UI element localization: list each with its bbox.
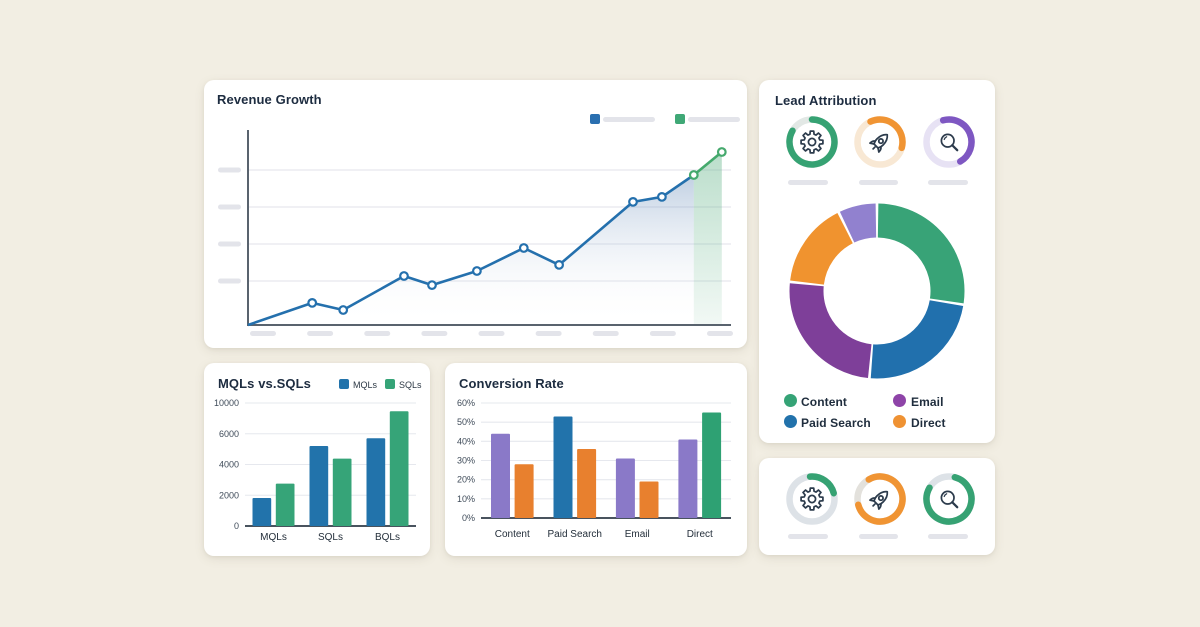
svg-text:Paid Search: Paid Search: [548, 529, 602, 540]
magnifier-icon: [936, 486, 962, 512]
ring-label-placeholder: [928, 534, 968, 539]
svg-text:20%: 20%: [457, 475, 475, 485]
svg-text:Content: Content: [495, 529, 530, 540]
rocket-icon: [867, 129, 893, 155]
progress-ring-magnifier: [922, 116, 975, 168]
ring-label-placeholder: [859, 534, 898, 539]
legend-dot-email: [893, 394, 906, 407]
svg-text:Direct: Direct: [687, 529, 713, 540]
mql-card-title: MQLs vs.SQLs: [218, 376, 311, 391]
legend-label-direct: Direct: [911, 416, 946, 430]
mqls-bar-chart: 10000 6000 4000 2000 0 MQLs SQLs BQLs: [214, 398, 416, 543]
revenue-card-title: Revenue Growth: [217, 92, 322, 107]
legend-swatch-mqls: [339, 379, 349, 389]
svg-text:60%: 60%: [457, 398, 475, 408]
svg-text:MQLs: MQLs: [260, 532, 287, 543]
attribution-card-title: Lead Attribution: [775, 93, 877, 108]
progress-ring-gear: [785, 116, 838, 168]
svg-text:0: 0: [234, 521, 239, 531]
magnifier-icon: [936, 129, 962, 155]
legend-label-content: Content: [801, 395, 848, 409]
ring-label-placeholder: [788, 534, 828, 539]
svg-text:4000: 4000: [219, 460, 239, 470]
legend-label-sqls: SQLs: [399, 380, 422, 390]
ring-label-placeholder: [859, 180, 898, 185]
svg-text:30%: 30%: [457, 456, 475, 466]
revenue-growth-card: Revenue Growth: [204, 80, 747, 348]
legend-dot-content: [784, 394, 797, 407]
svg-text:6000: 6000: [219, 429, 239, 439]
conversion-bar-chart: 60% 50% 40% 30% 20% 10% 0% Content Paid Search Em…: [457, 398, 731, 540]
progress-ring-rocket: [854, 473, 906, 525]
ring-label-placeholder: [928, 180, 968, 185]
svg-text:BQLs: BQLs: [375, 532, 400, 543]
svg-text:50%: 50%: [457, 417, 475, 427]
legend-dot-paid-search: [784, 415, 797, 428]
svg-text:Email: Email: [625, 529, 650, 540]
ring-label-placeholder: [788, 180, 828, 185]
lead-attribution-donut-chart: [789, 203, 965, 379]
svg-text:40%: 40%: [457, 436, 475, 446]
svg-text:0%: 0%: [462, 513, 475, 523]
conversion-card-title: Conversion Rate: [459, 376, 564, 391]
legend-label-email: Email: [911, 395, 944, 409]
revenue-line-chart: [218, 130, 733, 336]
gear-icon: [799, 486, 825, 512]
svg-text:10%: 10%: [457, 494, 475, 504]
legend-label-placeholder: [688, 116, 740, 122]
conversion-rate-card: Conversion Rate 60% 50% 40% 30% 20% 10% 0% Cont…: [445, 363, 747, 556]
kpi-rings-card: [759, 458, 995, 555]
svg-text:2000: 2000: [219, 490, 239, 500]
gear-icon: [799, 129, 825, 155]
progress-ring-gear: [785, 473, 838, 525]
progress-ring-rocket: [854, 116, 906, 168]
legend-label-mqls: MQLs: [353, 380, 378, 390]
progress-ring-magnifier: [922, 473, 975, 525]
legend-swatch-sqls: [385, 379, 395, 389]
rocket-icon: [867, 486, 893, 512]
legend-swatch-actual: [590, 114, 600, 124]
legend-label-placeholder: [603, 116, 655, 122]
svg-text:SQLs: SQLs: [318, 532, 343, 543]
legend-label-paid-search: Paid Search: [801, 416, 871, 430]
legend-swatch-projection: [675, 114, 685, 124]
mqls-vs-sqls-card: MQLs vs.SQLs MQLs SQLs 10000 6000 4000 2000…: [204, 363, 430, 556]
svg-text:10000: 10000: [214, 398, 239, 408]
legend-dot-direct: [893, 415, 906, 428]
lead-attribution-card: Lead Attribution Content Email Paid Sear…: [759, 80, 995, 443]
